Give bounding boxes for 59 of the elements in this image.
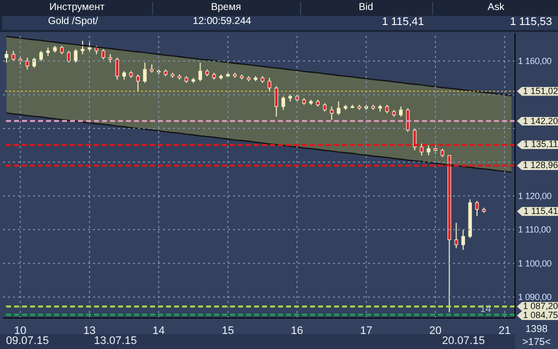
x-tick-label: 20: [429, 324, 442, 337]
x-tick-label: 21: [498, 324, 511, 337]
annotation: 14: [480, 304, 492, 315]
candlestick: [80, 40, 84, 55]
candlestick: [66, 50, 71, 64]
text: 12:00:59.244: [152, 16, 300, 30]
candlestick: [281, 96, 286, 110]
candlestick: [420, 143, 424, 156]
candlestick: [115, 57, 120, 80]
candlestick: [39, 50, 43, 62]
ref-line-label: 1 151,02: [517, 86, 558, 96]
ref-line-label: 1 087,20: [517, 301, 558, 312]
text: 1398: [524, 324, 549, 335]
ref-line-label: 1 128,96: [517, 160, 558, 170]
candlestick: [461, 229, 465, 250]
y-tick-label: 1 120,00: [518, 190, 552, 201]
x-tick-label: 15: [222, 324, 234, 337]
candlestick: [336, 100, 340, 116]
candlestick: [454, 222, 458, 249]
y-tick-label: 1 160,00: [518, 56, 552, 66]
text: Gold /Spot/: [2, 16, 152, 30]
x-tick-label: 14: [152, 324, 165, 337]
line-series: [6, 36, 512, 96]
text: Инструмент: [2, 2, 153, 15]
candlestick: [4, 50, 8, 64]
text: 20.07.15: [442, 335, 485, 347]
text: 09.07.15: [6, 335, 49, 347]
candlestick: [198, 62, 202, 82]
line-series: [6, 112, 512, 173]
candlestick: [268, 77, 272, 92]
candlestick: [74, 48, 78, 64]
x-tick-label: 16: [290, 324, 304, 337]
ref-line-label: 1 142,20: [517, 116, 558, 126]
y-tick-label: 1 100,00: [518, 258, 552, 268]
candlestick: [25, 57, 30, 70]
text: 1 115,41: [300, 16, 432, 30]
candlestick: [143, 62, 147, 84]
y-tick-label: 1 110,00: [518, 224, 551, 235]
text: Ask: [432, 2, 558, 15]
x-tick-label: 13: [83, 324, 96, 337]
candlestick: [330, 106, 334, 121]
text: >175<: [521, 337, 552, 348]
text: 1 115,53: [432, 16, 558, 30]
candlestick: [102, 48, 106, 60]
text: Bid: [300, 2, 433, 15]
text: 13.07.15: [94, 335, 137, 347]
ref-line-label: 1 135,11: [517, 139, 558, 150]
text: Время: [152, 2, 301, 15]
x-tick-label: 17: [360, 324, 372, 337]
candlestick: [399, 106, 403, 118]
y-tick-label: 1 090,00: [518, 292, 552, 302]
text: 1 115,41: [517, 206, 558, 216]
candlestick: [475, 200, 479, 217]
candlestick: [426, 144, 430, 156]
candlestick: [274, 86, 278, 118]
x-tick-label: 10: [14, 324, 26, 337]
candlestick: [136, 74, 140, 92]
candlestick: [12, 50, 16, 62]
ref-line-label: 1 084,75: [517, 310, 558, 320]
